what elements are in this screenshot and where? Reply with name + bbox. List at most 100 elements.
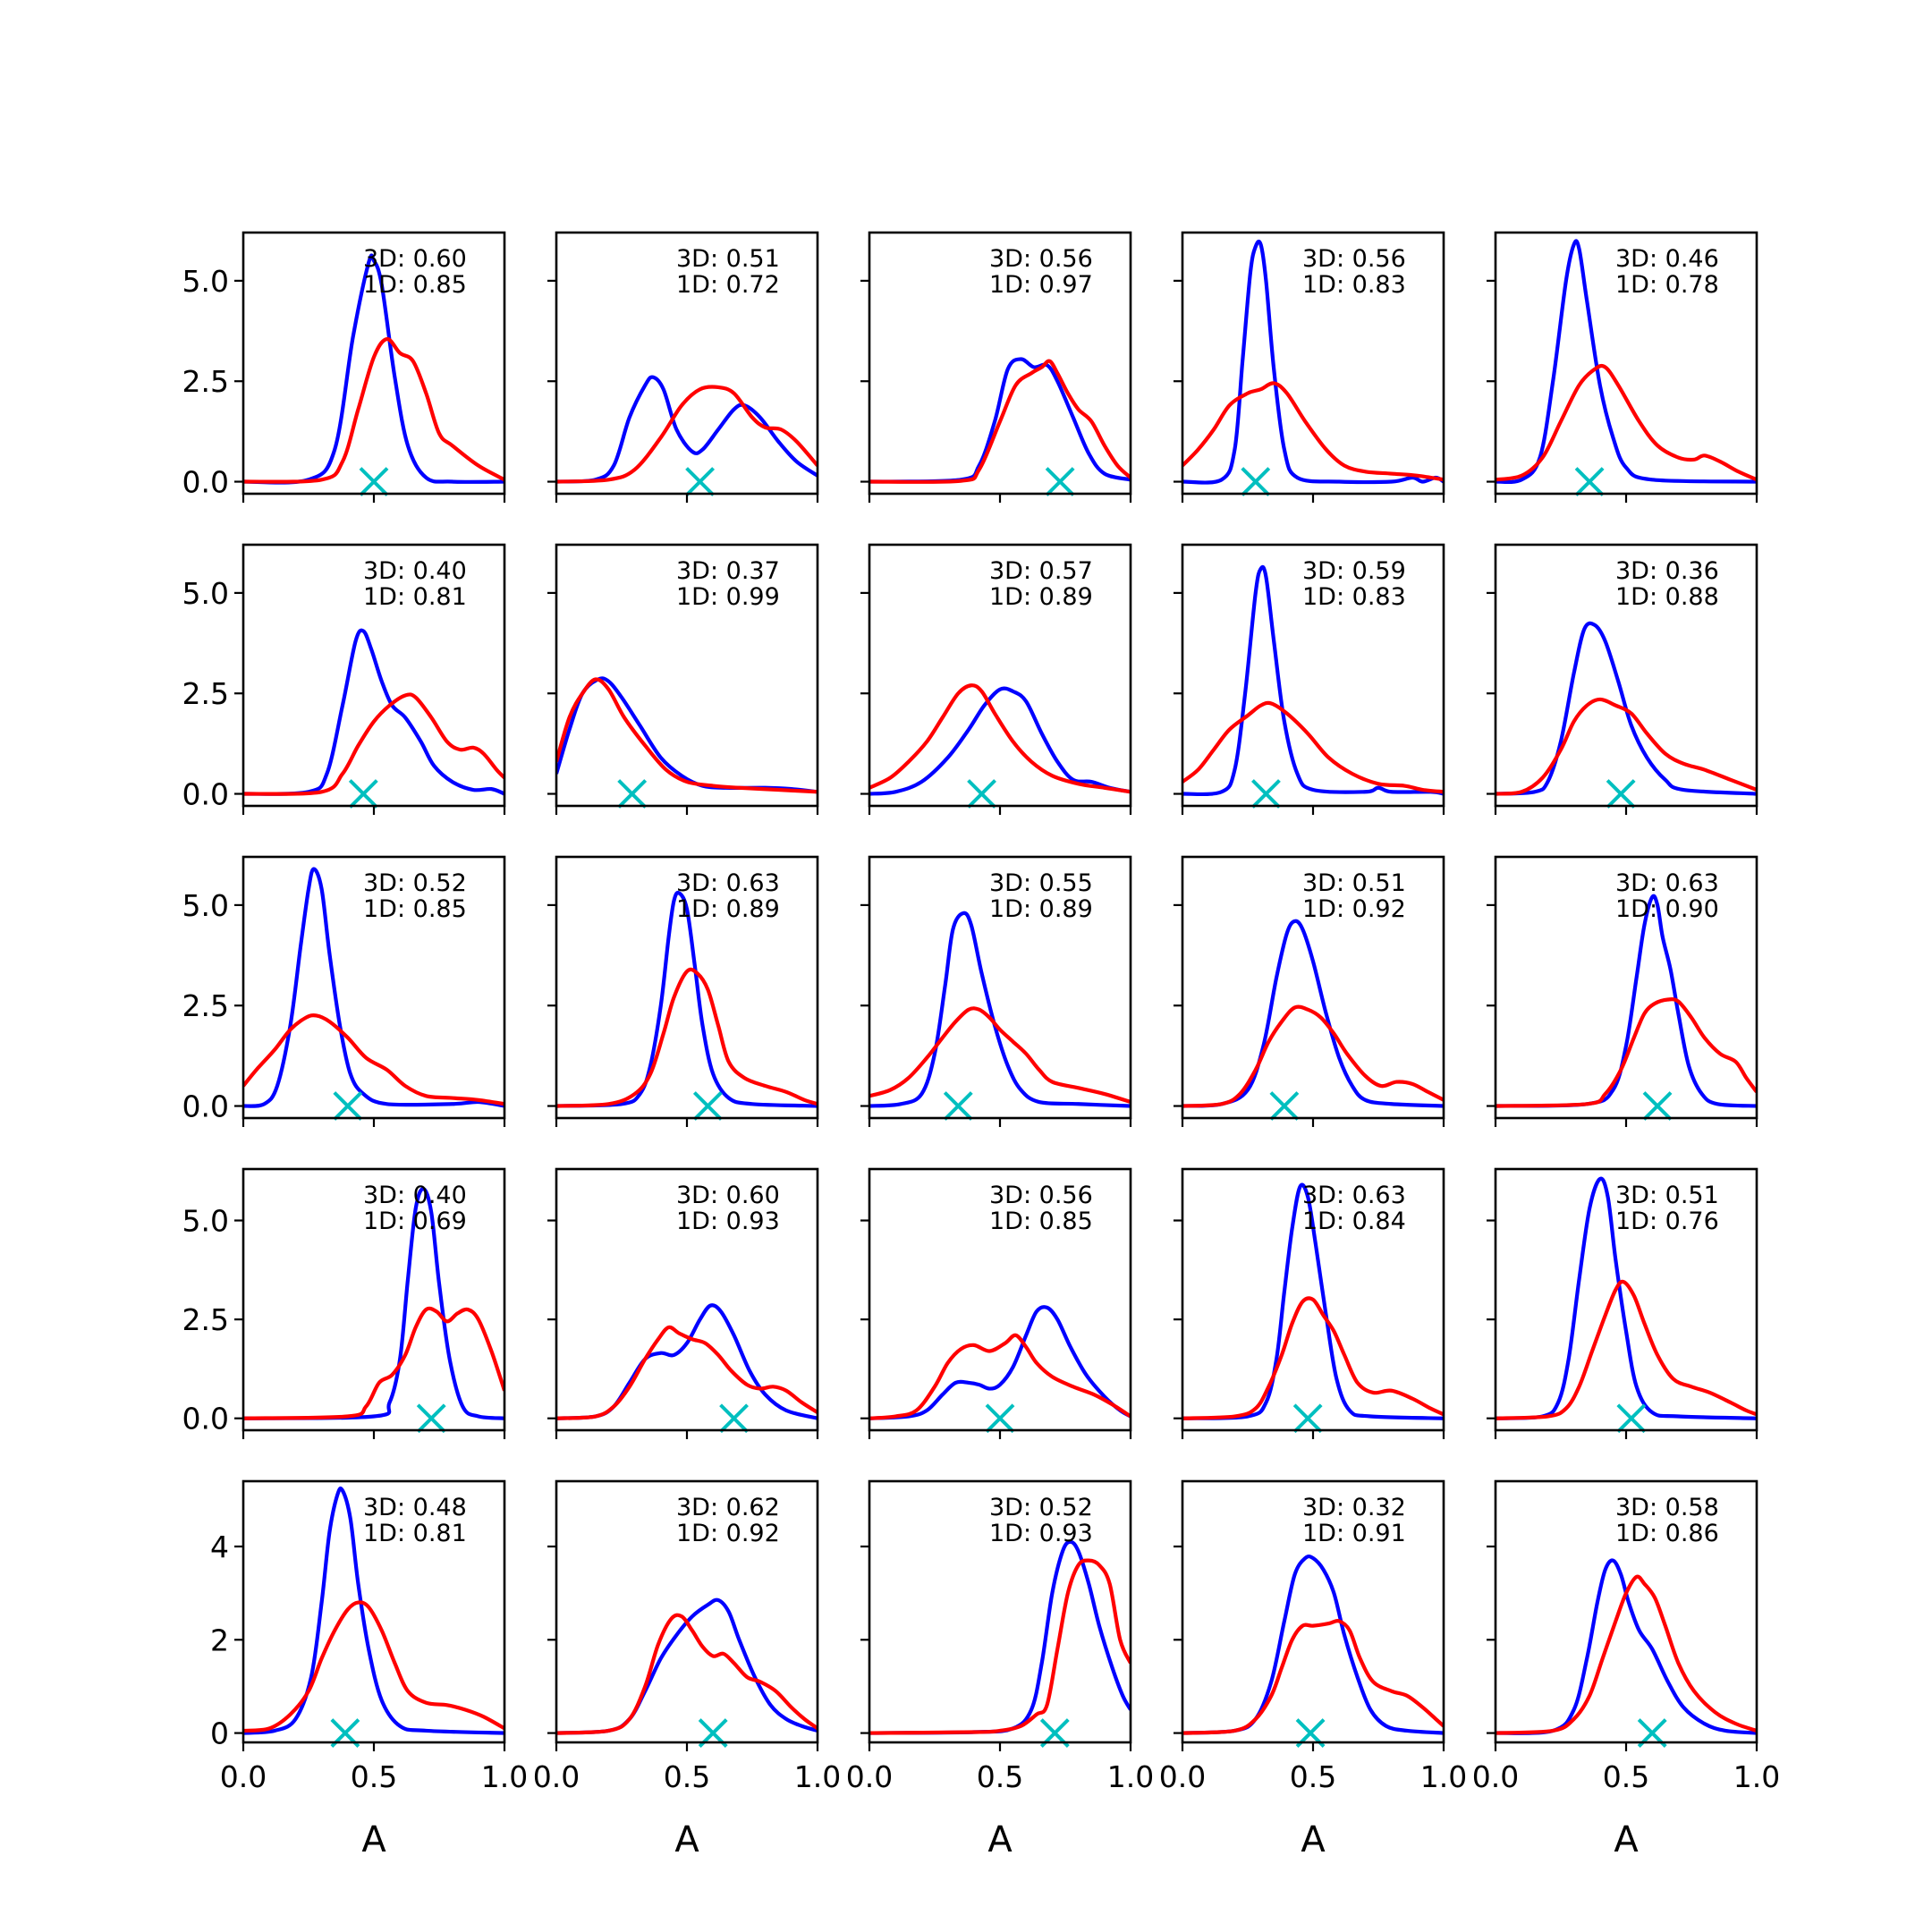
marker-x xyxy=(685,467,716,496)
y-tick-label: 4 xyxy=(210,1530,229,1564)
annotation-1d: 1D: 0.78 xyxy=(1615,271,1719,299)
x-axis-label: A xyxy=(361,1819,386,1860)
marker-x xyxy=(1241,467,1271,496)
series-3d-curve xyxy=(869,1305,1131,1420)
series-1d-curve xyxy=(1182,1619,1444,1735)
marker-x-stroke xyxy=(1241,467,1271,496)
x-axis-label: A xyxy=(1614,1819,1639,1860)
marker-x-stroke xyxy=(617,779,648,809)
marker-x xyxy=(1606,779,1636,809)
annotation-1d: 1D: 0.83 xyxy=(1302,271,1406,299)
marker-x-stroke xyxy=(348,779,378,809)
marker-x xyxy=(1251,779,1281,809)
annotation-1d: 1D: 0.93 xyxy=(989,1520,1093,1547)
annotation-3d: 3D: 0.56 xyxy=(989,245,1093,273)
series-3d-curve xyxy=(1496,239,1757,485)
marker-x xyxy=(617,779,648,809)
x-tick-label: 0.0 xyxy=(1159,1759,1206,1794)
series-1d-curve xyxy=(243,692,504,796)
marker-x-stroke xyxy=(985,1403,1015,1434)
series-3d-curve xyxy=(1496,621,1757,796)
marker-x-stroke xyxy=(692,1091,723,1121)
annotation-1d: 1D: 0.85 xyxy=(363,895,467,923)
y-tick-label: 2.5 xyxy=(182,364,229,399)
marker-x xyxy=(416,1403,446,1434)
annotation-1d: 1D: 0.90 xyxy=(1615,895,1719,923)
y-tick-label: 0.0 xyxy=(182,777,229,812)
annotation-3d: 3D: 0.55 xyxy=(989,869,1093,897)
marker-x-stroke xyxy=(685,467,716,496)
series-1d-curve xyxy=(1496,997,1757,1108)
x-tick-label: 0.5 xyxy=(977,1759,1023,1794)
series-1d-curve xyxy=(1496,363,1757,482)
series-1d-curve xyxy=(243,1306,504,1420)
x-tick-label: 0.5 xyxy=(1290,1759,1336,1794)
annotation-3d: 3D: 0.62 xyxy=(676,1494,780,1521)
annotation-1d: 1D: 0.84 xyxy=(1302,1208,1406,1235)
y-tick-label: 0 xyxy=(210,1716,229,1751)
series-1d-curve xyxy=(1182,381,1444,482)
x-axis-label: A xyxy=(674,1819,699,1860)
annotation-3d: 3D: 0.37 xyxy=(676,557,780,585)
marker-x-stroke xyxy=(1606,779,1636,809)
annotation-3d: 3D: 0.63 xyxy=(676,869,780,897)
x-tick-label: 0.5 xyxy=(664,1759,710,1794)
marker-x-stroke xyxy=(967,779,996,809)
annotation-3d: 3D: 0.51 xyxy=(676,245,780,273)
marker-x-stroke xyxy=(1574,467,1605,496)
y-tick-label: 2.5 xyxy=(182,988,229,1023)
marker-x-stroke xyxy=(1642,1091,1673,1121)
annotation-3d: 3D: 0.56 xyxy=(1302,245,1406,273)
marker-x xyxy=(1045,467,1075,496)
annotation-3d: 3D: 0.40 xyxy=(363,557,467,585)
series-3d-curve xyxy=(869,686,1131,796)
series-1d-curve xyxy=(556,1325,818,1420)
annotation-3d: 3D: 0.60 xyxy=(363,245,467,273)
series-3d-curve xyxy=(1182,1554,1444,1735)
annotation-3d: 3D: 0.60 xyxy=(676,1182,780,1209)
x-tick-label: 0.0 xyxy=(846,1759,893,1794)
annotation-3d: 3D: 0.46 xyxy=(1615,245,1719,273)
series-1d-curve xyxy=(1496,1279,1757,1420)
y-tick-label: 0.0 xyxy=(182,1089,229,1124)
series-3d-curve xyxy=(1496,1558,1757,1735)
series-3d-curve xyxy=(1496,1176,1757,1420)
annotation-3d: 3D: 0.40 xyxy=(363,1182,467,1209)
marker-x-stroke xyxy=(1616,1403,1647,1434)
series-1d-curve xyxy=(1182,700,1444,794)
marker-x-stroke xyxy=(1251,779,1281,809)
annotation-1d: 1D: 0.93 xyxy=(676,1208,780,1235)
series-1d-curve xyxy=(869,359,1131,484)
annotation-1d: 1D: 0.81 xyxy=(363,583,467,611)
series-1d-curve xyxy=(1182,1296,1444,1420)
series-3d-curve xyxy=(556,375,818,484)
y-tick-label: 5.0 xyxy=(182,888,229,923)
series-1d-curve xyxy=(556,967,818,1108)
x-tick-label: 1.0 xyxy=(794,1759,841,1794)
annotation-1d: 1D: 0.97 xyxy=(989,271,1093,299)
y-tick-label: 5.0 xyxy=(182,576,229,611)
series-3d-curve xyxy=(243,628,504,796)
series-1d-curve xyxy=(556,385,818,484)
annotation-3d: 3D: 0.63 xyxy=(1615,869,1719,897)
marker-x xyxy=(967,779,996,809)
marker-x-stroke xyxy=(359,467,389,496)
annotation-1d: 1D: 0.92 xyxy=(676,1520,780,1547)
annotation-3d: 3D: 0.56 xyxy=(989,1182,1093,1209)
x-tick-label: 1.0 xyxy=(481,1759,528,1794)
